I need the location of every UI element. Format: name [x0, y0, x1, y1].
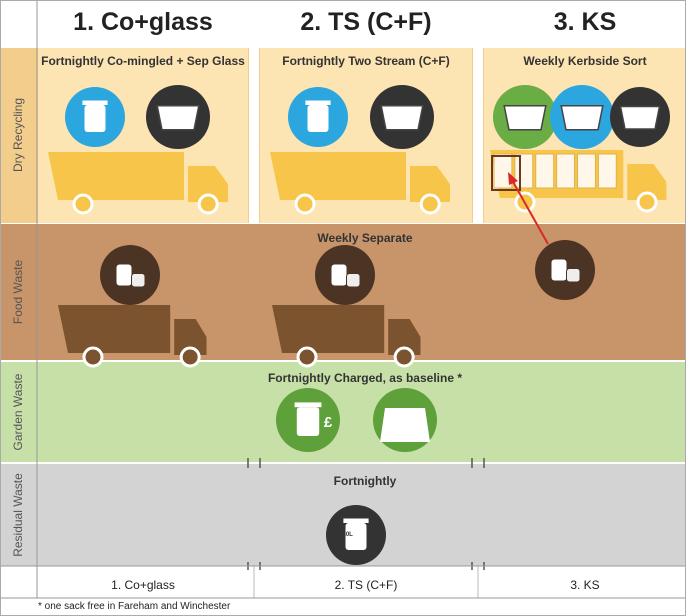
- truck-wheel: [84, 348, 102, 366]
- row-label: Garden Waste: [11, 357, 25, 467]
- crate-icon: [381, 106, 423, 130]
- caddy-icon: [117, 265, 132, 286]
- column-header: 2. TS (C+F): [260, 8, 472, 37]
- service-description: Fortnightly Charged, as baseline *: [150, 371, 580, 386]
- service-description: Fortnightly: [200, 474, 530, 489]
- truck-body: [270, 152, 406, 200]
- caddy-icon: [567, 269, 581, 283]
- footnote: * one sack free in Fareham and Wincheste…: [38, 601, 230, 612]
- bin-lid: [305, 101, 330, 106]
- sack-icon: [380, 408, 430, 442]
- crate-icon: [561, 106, 603, 130]
- crate-icon: [621, 107, 660, 130]
- truck-wheel: [296, 195, 314, 213]
- compartment: [515, 154, 533, 188]
- truck-wheel: [181, 348, 199, 366]
- caddy-icon: [332, 265, 347, 286]
- caddy-icon: [347, 274, 361, 288]
- bin-lid: [295, 402, 322, 407]
- truck-wheel: [421, 195, 439, 213]
- truck-wheel: [199, 195, 217, 213]
- icon-text: £: [318, 414, 338, 431]
- caddy-icon: [132, 274, 146, 288]
- column-footer: 2. TS (C+F): [260, 578, 472, 592]
- crate-icon: [504, 106, 546, 130]
- crate-icon: [157, 106, 199, 130]
- truck-wheel: [74, 195, 92, 213]
- caddy-icon: [552, 260, 567, 281]
- bin-icon: [85, 105, 106, 132]
- compartment: [557, 154, 575, 188]
- row-label: Food Waste: [11, 237, 25, 347]
- truck-body: [272, 305, 384, 353]
- icon-text: 240L: [334, 532, 358, 538]
- bin-icon: [297, 407, 319, 436]
- truck-body: [48, 152, 184, 200]
- compartment: [578, 154, 596, 188]
- bin-icon: [308, 105, 329, 132]
- compartment: [598, 154, 616, 188]
- bin-lid: [82, 101, 107, 106]
- column-header: 1. Co+glass: [38, 8, 248, 37]
- infographic: 1. Co+glass 2. TS (C+F) 3. KS Fortnightl…: [0, 0, 686, 616]
- row-label: Dry Recycling: [11, 80, 25, 190]
- row-label: Residual Waste: [11, 460, 25, 570]
- truck-body: [58, 305, 170, 353]
- service-description: Fortnightly Co-mingled + Sep Glass: [40, 54, 246, 69]
- background-graphics: [0, 0, 686, 616]
- truck-wheel: [395, 348, 413, 366]
- service-description: Weekly Separate: [200, 231, 530, 246]
- column-footer: 1. Co+glass: [38, 578, 248, 592]
- truck-wheel: [638, 193, 656, 211]
- column-header: 3. KS: [484, 8, 686, 37]
- bin-lid: [343, 519, 368, 524]
- column-footer: 3. KS: [484, 578, 686, 592]
- compartment: [536, 154, 554, 188]
- service-description: Fortnightly Two Stream (C+F): [270, 54, 462, 69]
- truck-wheel: [298, 348, 316, 366]
- service-description: Weekly Kerbside Sort: [486, 54, 684, 69]
